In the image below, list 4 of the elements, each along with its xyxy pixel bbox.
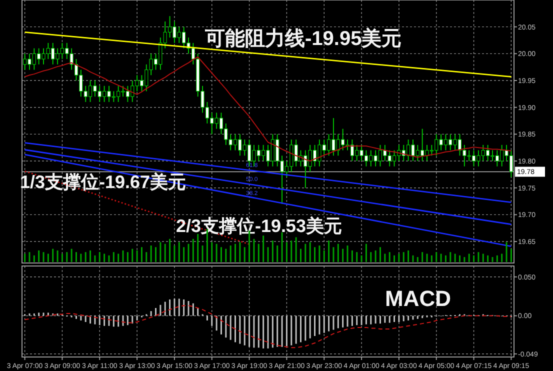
annotation: 可能阻力线-19.95美元: [204, 27, 402, 50]
text: MACD: [385, 286, 451, 311]
annotation: 2/3支撑位-19.53美元: [176, 216, 342, 236]
line-series: [24, 305, 512, 348]
